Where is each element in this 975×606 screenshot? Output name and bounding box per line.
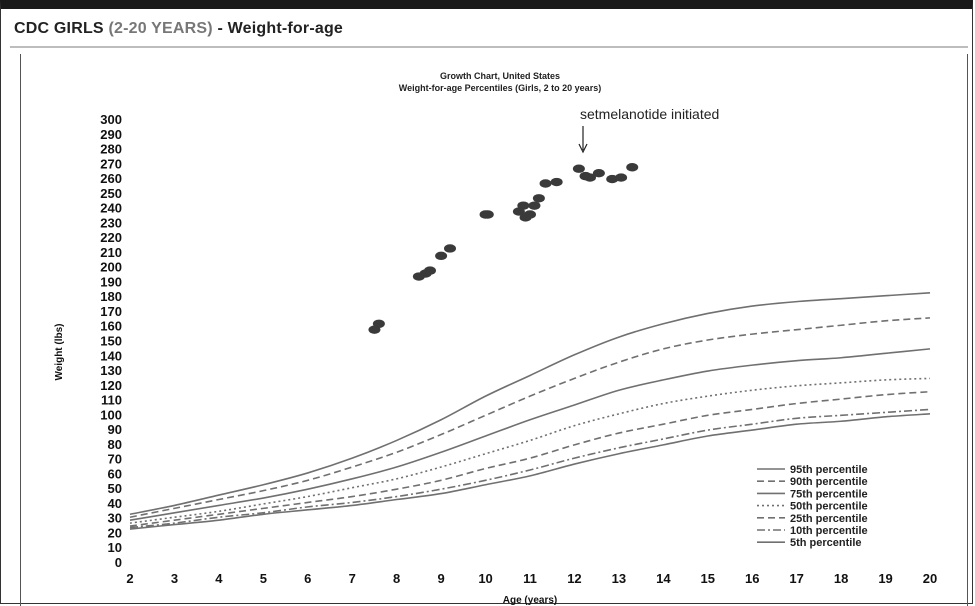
y-tick-label: 270 [100,156,122,171]
x-tick-label: 20 [923,571,937,586]
x-tick-label: 7 [349,571,356,586]
x-tick-label: 16 [745,571,759,586]
y-tick-label: 20 [108,525,122,540]
patient-point [424,266,436,275]
patient-point [584,173,596,182]
x-tick-label: 13 [612,571,626,586]
y-tick-label: 150 [100,334,122,349]
y-tick-label: 290 [100,127,122,142]
y-tick-label: 70 [108,452,122,467]
x-tick-label: 3 [171,571,178,586]
header-suffix: - Weight-for-age [212,20,344,37]
x-tick-label: 8 [393,571,400,586]
y-tick-label: 30 [108,511,122,526]
y-tick-label: 230 [100,215,122,230]
y-tick-label: 300 [100,112,122,127]
y-tick-label: 220 [100,230,122,245]
percentile-curves [129,291,931,530]
legend-entry: 10th percentile [790,525,868,537]
legend-entry: 95th percentile [790,464,868,476]
legend-entry: 75th percentile [790,488,868,500]
y-tick-label: 60 [108,466,122,481]
y-tick-label: 250 [100,186,122,201]
legend-entry: 25th percentile [790,513,868,525]
patient-point [550,177,563,187]
percentile-curve-6 [129,408,931,529]
y-tick-label: 170 [100,304,122,319]
y-tick-label: 210 [100,245,122,260]
y-tick-label: 10 [108,540,122,555]
x-axis-label: Age (years) [503,595,557,606]
percentile-curve-5 [129,390,931,527]
patient-point [592,168,605,178]
x-tick-label: 5 [260,571,267,586]
x-tick-label: 6 [304,571,311,586]
percentile-curve-3 [129,348,931,521]
patient-point [528,201,541,210]
legend-entry: 90th percentile [790,476,868,488]
x-tick-label: 18 [834,571,848,586]
y-tick-label: 140 [100,348,122,363]
y-axis-ticks: 0102030405060708090100110120130140150160… [100,112,122,570]
y-tick-label: 260 [100,171,122,186]
patient-point [444,244,456,253]
x-tick-label: 12 [567,571,581,586]
y-tick-label: 200 [100,260,122,275]
header-prefix: CDC GIRLS [14,20,109,37]
patient-point [524,210,536,219]
y-axis-label: Weight (lbs) [54,323,65,380]
y-tick-label: 0 [115,555,122,570]
legend-entry: 50th percentile [790,501,868,513]
chart-subtitle: Weight-for-age Percentiles (Girls, 2 to … [399,83,601,93]
annotation-arrow [578,126,588,154]
y-tick-label: 50 [108,481,122,496]
patient-point [481,210,494,219]
x-axis-ticks: 2 3 4 5 6 7 8 9 10 11 12 13 14 15 16 17 18 19 20 [126,571,937,586]
header-rule [10,46,968,48]
x-tick-label: 9 [437,571,444,586]
header-range: (2-20 YEARS) [108,20,213,37]
patient-point [372,319,385,328]
y-tick-label: 240 [100,201,122,216]
y-tick-label: 40 [108,496,122,511]
percentile-curve-1 [129,291,931,516]
chart-title: Growth Chart, United States [440,71,560,81]
x-tick-label: 15 [701,571,715,586]
patient-point [517,201,530,210]
y-tick-label: 130 [100,363,122,378]
x-tick-label: 4 [215,571,223,586]
patient-point [626,163,639,172]
patient-point [435,251,448,261]
x-tick-label: 10 [478,571,492,586]
percentile-curve-7 [129,413,931,530]
y-tick-label: 120 [100,378,122,393]
x-tick-label: 11 [523,571,537,586]
y-tick-label: 100 [100,407,122,422]
patient-point [539,179,552,188]
patient-point [615,173,628,182]
patient-points [368,163,639,334]
y-tick-label: 110 [101,393,122,408]
y-tick-label: 90 [108,422,122,437]
legend-entry: 5th percentile [790,537,862,549]
patient-point [572,164,585,173]
annotation-arrow-head [578,143,588,154]
x-tick-label: 14 [656,571,671,586]
y-tick-label: 180 [100,289,122,304]
y-tick-label: 190 [100,274,122,289]
patient-point [532,194,545,203]
percentile-curve-2 [129,317,931,519]
y-tick-label: 160 [100,319,122,334]
x-tick-label: 19 [878,571,892,586]
x-tick-label: 2 [126,571,133,586]
y-tick-label: 280 [100,142,122,157]
chart-frame [20,54,968,606]
y-tick-label: 80 [108,437,122,452]
x-tick-label: 17 [789,571,803,586]
annotation-text: setmelanotide initiated [580,106,719,122]
page-header: CDC GIRLS (2-20 YEARS) - Weight-for-age [14,20,343,38]
